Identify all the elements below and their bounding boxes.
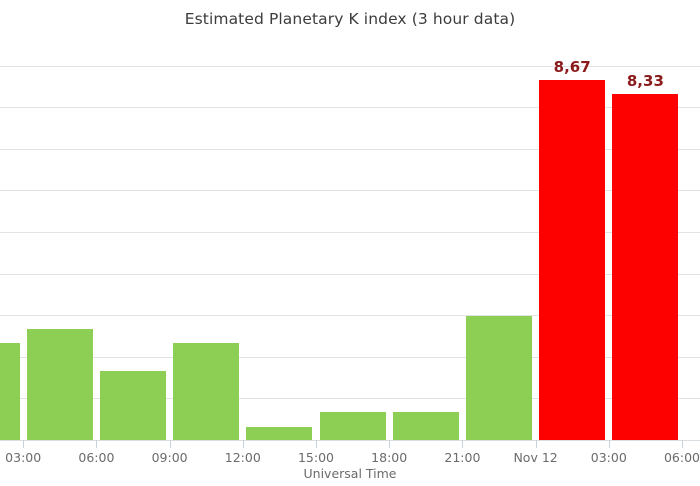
x-axis-tick-label: 15:00: [297, 450, 335, 465]
bar[interactable]: [539, 79, 606, 441]
bars-layer: [0, 79, 679, 441]
gridline: [0, 273, 700, 275]
x-axis-title: Universal Time: [303, 466, 397, 481]
bar-value-label: 8,33: [626, 71, 664, 90]
gridline: [0, 190, 700, 192]
gridline: [0, 148, 700, 150]
gridline: [0, 65, 700, 67]
x-axis-tick: [462, 440, 464, 449]
x-axis-tick-label: 06:00: [78, 450, 115, 465]
x-axis-tick: [96, 440, 98, 449]
x-axis-tick: [316, 440, 317, 449]
x-axis-tick-label: 12:00: [224, 450, 261, 465]
gridline: [0, 315, 700, 317]
bar[interactable]: [319, 412, 386, 441]
x-axis-tick-label: 18:00: [371, 450, 408, 465]
bar[interactable]: [465, 315, 533, 441]
x-axis-tick: [169, 440, 171, 449]
page-title: Estimated Planetary K index (3 hour data…: [184, 10, 516, 28]
bar[interactable]: [99, 370, 167, 441]
x-axis-tick: [682, 440, 683, 449]
x-axis-tick: [608, 440, 610, 449]
gridline: [0, 356, 700, 358]
x-axis-tick-label: 03:00: [590, 450, 627, 465]
bar-value-label: 8,67: [553, 57, 591, 76]
bar[interactable]: [26, 329, 93, 441]
gridline: [0, 232, 700, 234]
x-axis-tick: [23, 440, 25, 449]
bar[interactable]: [0, 343, 20, 441]
x-axis-tick: [242, 440, 244, 449]
bar[interactable]: [246, 426, 313, 441]
x-axis-tick-label: Nov 12: [513, 450, 558, 465]
bar[interactable]: [173, 343, 240, 441]
x-axis-line: [0, 440, 700, 442]
gridline: [0, 398, 700, 400]
x-axis-tick-label: 09:00: [151, 450, 188, 465]
gridline: [0, 107, 700, 109]
x-axis-tick: [389, 440, 391, 449]
bar[interactable]: [612, 93, 679, 441]
x-axis-tick: [535, 440, 537, 449]
x-axis-tick-label: 06:00: [663, 450, 700, 465]
x-axis-tick-label: 03:00: [5, 450, 42, 465]
bar[interactable]: [392, 412, 459, 441]
x-axis-tick-label: 21:00: [444, 450, 481, 465]
plot-area: [0, 65, 700, 441]
